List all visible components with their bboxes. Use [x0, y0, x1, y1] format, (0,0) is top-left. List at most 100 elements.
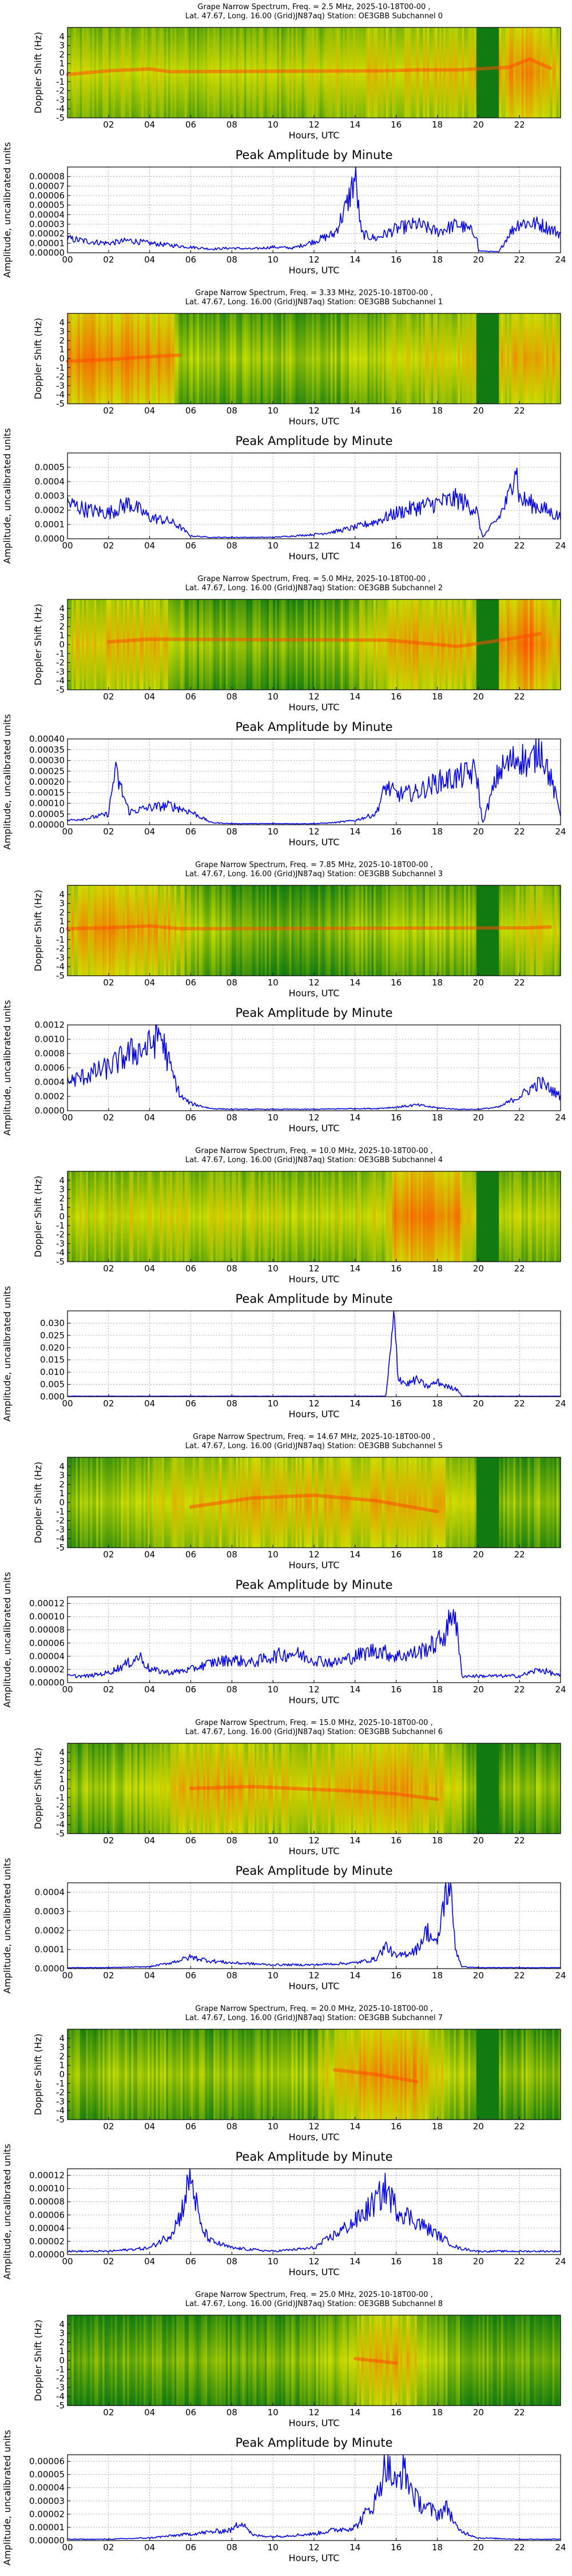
- spectrum-column: [221, 885, 224, 976]
- spectrum-column: [82, 1457, 84, 1548]
- spectrum-column: [193, 1457, 195, 1548]
- spectrum-column: [281, 599, 284, 690]
- spectrum-column: [301, 313, 304, 404]
- spectrum-column: [454, 2029, 456, 2120]
- spectrum-dark-band: [476, 1457, 499, 1548]
- spectrum-column: [265, 313, 267, 404]
- spectrum-column: [216, 885, 218, 976]
- x-tick-label: 10: [268, 1549, 279, 1560]
- spectrum-column: [78, 885, 80, 976]
- spectrum-column: [279, 1457, 281, 1548]
- spectrum-column: [96, 1743, 98, 1834]
- y-tick-label: 0.00002: [29, 1664, 65, 1675]
- spectrum-column: [470, 885, 472, 976]
- spectrum-column: [240, 1171, 243, 1262]
- y-tick-label: 0.0002: [35, 1925, 65, 1935]
- spectrum-column: [144, 2029, 146, 2120]
- spectrum-column: [425, 1457, 427, 1548]
- spectrum-column: [316, 313, 319, 404]
- spectrum-column: [293, 313, 296, 404]
- spectrum-column: [297, 1171, 300, 1262]
- x-tick-label: 06: [185, 826, 196, 837]
- spectrum-column: [363, 27, 366, 118]
- spectrum-column: [546, 1457, 549, 1548]
- spectrum-column: [172, 313, 174, 404]
- x-tick-label: 20: [473, 2256, 484, 2267]
- spectrum-column: [203, 2029, 205, 2120]
- spectrum-column: [376, 885, 378, 976]
- spectrum-column: [314, 599, 316, 690]
- x-tick-label: 08: [227, 977, 237, 988]
- x-tick-label: 24: [555, 1112, 566, 1123]
- spectrum-column: [503, 2029, 505, 2120]
- spectrum-column: [402, 313, 404, 404]
- spectrum-column: [538, 2029, 540, 2120]
- spectrum-column: [464, 885, 466, 976]
- spectrum-column: [207, 1457, 209, 1548]
- x-tick-label: 12: [308, 406, 319, 416]
- spectrum-column: [88, 1457, 90, 1548]
- spectrum-column: [220, 885, 222, 976]
- y-tick-label: -5: [56, 685, 65, 695]
- spectrum-column: [236, 599, 239, 690]
- spectrum-column: [341, 1457, 343, 1548]
- spectrum-column: [396, 1171, 399, 1262]
- spectrum-column: [538, 885, 540, 976]
- x-tick-label: 16: [391, 1112, 402, 1123]
- spectrum-column: [332, 1457, 335, 1548]
- x-tick-label: 24: [555, 255, 566, 265]
- spectrum-column: [189, 599, 191, 690]
- spectrum-column: [446, 27, 448, 118]
- spectrum-column: [345, 1457, 347, 1548]
- x-tick-label: 24: [555, 540, 566, 551]
- spectrum-column: [534, 1457, 536, 1548]
- spectrum-column: [166, 885, 168, 976]
- spectrum-column: [450, 2029, 452, 2120]
- spectrum-column: [228, 313, 230, 404]
- spectrum-column: [123, 2029, 125, 2120]
- spectrum-column: [412, 1171, 415, 1262]
- y-tick-label: 0.00010: [29, 1612, 65, 1622]
- spectrum-column: [394, 313, 396, 404]
- x-tick-label: 06: [185, 977, 196, 988]
- spectrum-column: [94, 2029, 97, 2120]
- x-tick-label: 22: [514, 406, 525, 416]
- x-tick-label: 08: [227, 691, 237, 702]
- y-tick-label: 0.00020: [29, 777, 65, 787]
- spectrum-column: [86, 1743, 88, 1834]
- spectrum-column: [370, 885, 372, 976]
- spectrum-column: [507, 1457, 510, 1548]
- spectrum-column: [246, 599, 248, 690]
- spectrum-column: [72, 1171, 74, 1262]
- spectrum-column: [419, 885, 421, 976]
- spectrum-column: [106, 1171, 109, 1262]
- spectrum-column: [296, 313, 298, 404]
- spectrum-column: [191, 599, 193, 690]
- x-tick-label: 16: [391, 1684, 402, 1695]
- x-axis-label: Hours, UTC: [289, 702, 340, 713]
- spectrum-column: [248, 2029, 251, 2120]
- spectrum-column: [427, 885, 430, 976]
- spectrum-column: [152, 1743, 154, 1834]
- spectrum-column: [398, 1743, 400, 1834]
- spectrum-column: [362, 27, 364, 118]
- spectrum-column: [121, 885, 123, 976]
- spectrum-column: [228, 2029, 230, 2120]
- spectrum-column: [94, 1743, 97, 1834]
- x-axis-label: Hours, UTC: [289, 1409, 340, 1420]
- y-tick-label: 0.020: [40, 1342, 65, 1353]
- spectrum-column: [439, 885, 442, 976]
- spectrum-column: [366, 27, 368, 118]
- spectrum-column: [536, 27, 538, 118]
- spectrum-column: [94, 1171, 97, 1262]
- spectrum-column: [499, 599, 501, 690]
- spectrum-column: [452, 1171, 454, 1262]
- spectrum-column: [374, 1171, 376, 1262]
- spectrum-column: [378, 1171, 380, 1262]
- amplitude-title: Peak Amplitude by Minute: [236, 1292, 393, 1306]
- spectrum-column: [363, 1743, 366, 1834]
- spectrum-column: [331, 313, 333, 404]
- spectrum-column: [553, 1743, 555, 1834]
- spectrum-column: [148, 27, 150, 118]
- spectrum-column: [468, 1457, 470, 1548]
